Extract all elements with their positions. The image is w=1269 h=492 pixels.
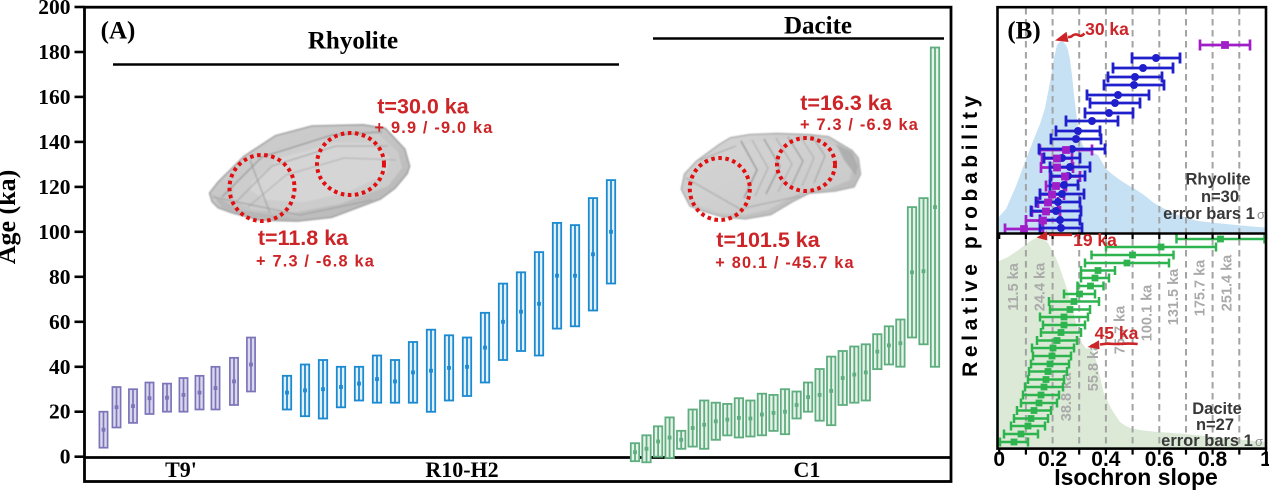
svg-text:19 ka: 19 ka [1073, 230, 1117, 250]
svg-text:0: 0 [60, 445, 71, 469]
svg-text:+ 9.9 / -9.0 ka: + 9.9 / -9.0 ka [375, 119, 494, 137]
svg-text:t=101.5 ka: t=101.5 ka [716, 228, 820, 252]
svg-text:251.4 ka: 251.4 ka [1219, 254, 1235, 311]
svg-text:error bars 1: error bars 1 [1161, 432, 1253, 450]
svg-text:Dacite: Dacite [1192, 400, 1242, 418]
svg-text:T9': T9' [165, 457, 197, 482]
svg-text:t=11.8 ka: t=11.8 ka [258, 226, 349, 250]
svg-text:σ: σ [1257, 207, 1265, 222]
svg-text:0.2: 0.2 [1038, 448, 1067, 471]
svg-text:80: 80 [49, 265, 71, 289]
svg-text:(B): (B) [1007, 18, 1040, 45]
svg-text:40: 40 [49, 355, 71, 379]
svg-text:R10-H2: R10-H2 [425, 457, 498, 482]
svg-text:200: 200 [38, 0, 70, 19]
svg-text:100.1 ka: 100.1 ka [1139, 284, 1155, 341]
svg-text:+ 7.3 / -6.8 ka: + 7.3 / -6.8 ka [256, 253, 375, 271]
svg-text:σ: σ [1255, 434, 1263, 449]
svg-text:120: 120 [38, 175, 70, 199]
svg-text:Age (ka): Age (ka) [0, 170, 21, 265]
svg-text:Rhyolite: Rhyolite [1185, 171, 1250, 189]
svg-text:C1: C1 [794, 457, 821, 482]
svg-text:Isochron slope: Isochron slope [1054, 464, 1218, 490]
svg-text:0.6: 0.6 [1145, 448, 1174, 471]
svg-text:55.8 ka: 55.8 ka [1086, 342, 1102, 391]
svg-text:175.7 ka: 175.7 ka [1193, 259, 1209, 316]
svg-text:60: 60 [49, 310, 71, 334]
svg-text:t=30.0 ka: t=30.0 ka [377, 95, 469, 119]
svg-text:0.8: 0.8 [1198, 448, 1228, 471]
svg-text:0.4: 0.4 [1091, 448, 1121, 471]
svg-text:1: 1 [1260, 448, 1269, 471]
svg-text:+ 7.3 / -6.9 ka: + 7.3 / -6.9 ka [800, 116, 919, 134]
svg-text:160: 160 [38, 85, 70, 109]
svg-text:+ 80.1 / -45.7 ka: + 80.1 / -45.7 ka [715, 254, 854, 272]
svg-text:180: 180 [38, 40, 70, 64]
svg-text:30 ka: 30 ka [1085, 19, 1129, 39]
svg-text:100: 100 [38, 220, 70, 244]
svg-text:n=27: n=27 [1196, 416, 1234, 434]
svg-text:20: 20 [49, 400, 71, 424]
svg-text:45 ka: 45 ka [1095, 323, 1139, 343]
svg-text:24.4 ka: 24.4 ka [1033, 262, 1049, 311]
svg-text:error bars 1: error bars 1 [1163, 205, 1255, 223]
svg-text:n=30: n=30 [1201, 188, 1239, 206]
svg-text:Dacite: Dacite [784, 13, 852, 40]
svg-text:75.7 ka: 75.7 ka [1113, 305, 1129, 354]
svg-text:140: 140 [38, 130, 70, 154]
svg-text:131.5 ka: 131.5 ka [1166, 268, 1182, 325]
svg-text:Rhyolite: Rhyolite [308, 28, 398, 55]
svg-text:(A): (A) [101, 18, 136, 45]
svg-text:0: 0 [993, 448, 1005, 471]
svg-text:Relative probability: Relative probability [959, 91, 982, 377]
svg-text:11.5 ka: 11.5 ka [1006, 262, 1022, 311]
svg-text:t=16.3 ka: t=16.3 ka [800, 91, 892, 115]
